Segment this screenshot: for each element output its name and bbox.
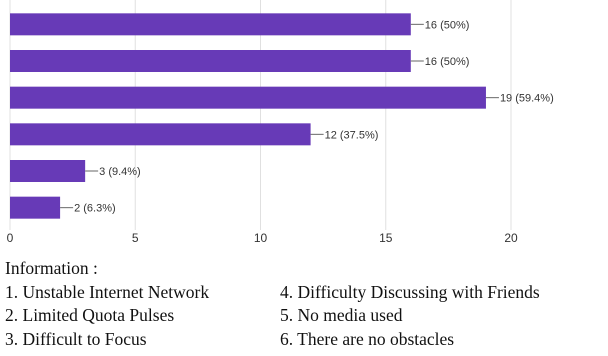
bar-2 — [10, 50, 411, 72]
x-tick-label-20: 20 — [504, 231, 518, 245]
legend-items: 1. Unstable Internet Network 4. Difficul… — [5, 281, 608, 352]
bar-1 — [10, 13, 411, 36]
legend-item-3: 3. Difficult to Focus — [5, 328, 147, 349]
bar-6 — [10, 196, 61, 219]
legend-item-4: 4. Difficulty Discussing with Friends — [280, 281, 540, 302]
bar-value-label-2: 16 (50%) — [425, 56, 470, 68]
x-tick-label-15: 15 — [379, 231, 393, 245]
legend-item-5: 5. No media used — [280, 305, 403, 325]
bar-5 — [10, 160, 86, 182]
x-tick-label-0: 0 — [7, 231, 14, 245]
bar-value-label-5: 3 (9.4%) — [99, 166, 141, 178]
bar-value-label-6: 2 (6.3%) — [74, 203, 116, 215]
legend-item-6: 6. There are no obstacles — [280, 328, 455, 349]
x-tick-label-10: 10 — [254, 231, 268, 245]
grid-lines — [9, 0, 512, 230]
x-axis-tick-labels: 0 5 10 15 20 — [7, 231, 518, 245]
bar-value-label-3: 19 (59.4%) — [500, 93, 554, 105]
bar-value-label-4: 12 (37.5%) — [325, 129, 379, 141]
legend-item-2: 2. Limited Quota Pulses — [5, 305, 175, 325]
x-tick-label-5: 5 — [132, 231, 139, 245]
bar-4 — [10, 123, 311, 146]
bars: 16 (50%) 16 (50%) 19 (59.4%) 12 (37.5%) 3 (9… — [10, 13, 554, 219]
bar-value-label-1: 16 (50%) — [425, 19, 470, 31]
legend-item-1: 1. Unstable Internet Network — [5, 281, 210, 302]
bar-3 — [10, 86, 486, 109]
legend-title: Information : — [5, 258, 98, 278]
information-legend: Information : 1. Unstable Internet Netwo… — [5, 257, 608, 351]
bar-chart: 16 (50%) 16 (50%) 19 (59.4%) 12 (37.5%) 3 (9… — [7, 0, 554, 245]
